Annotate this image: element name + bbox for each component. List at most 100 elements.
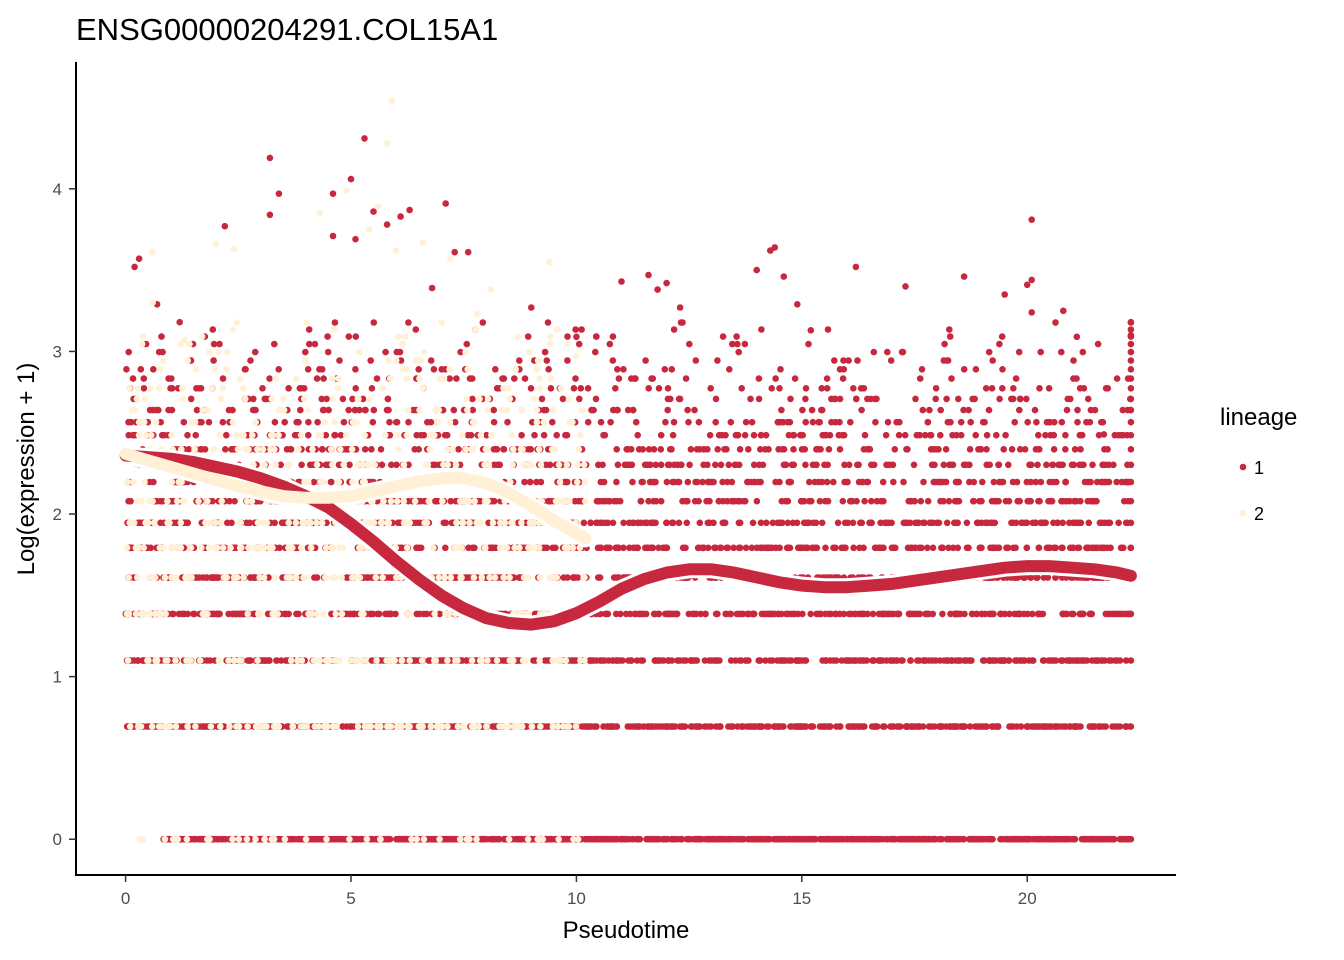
- data-point-lineage-2: [363, 723, 371, 730]
- data-point-lineage-1: [446, 835, 454, 843]
- data-point-lineage-1: [978, 497, 985, 505]
- data-point-lineage-1: [759, 461, 767, 469]
- data-point-lineage-1: [318, 446, 326, 453]
- data-point-lineage-1: [981, 657, 988, 664]
- data-point-lineage-1: [293, 610, 300, 618]
- data-point-lineage-2: [187, 544, 195, 552]
- data-point-lineage-1: [602, 610, 609, 618]
- data-point-lineage-2: [500, 574, 508, 581]
- data-point-lineage-1: [518, 835, 525, 843]
- data-point-lineage-2: [581, 497, 589, 505]
- data-point-lineage-1: [1004, 544, 1012, 552]
- data-point-lineage-1: [597, 610, 604, 618]
- data-point-lineage-1: [891, 446, 899, 453]
- data-point-lineage-1: [284, 723, 291, 730]
- data-point-lineage-1: [912, 395, 919, 403]
- data-point-lineage-1: [995, 544, 1003, 552]
- data-point-lineage-1: [937, 478, 945, 486]
- data-point-lineage-1: [815, 610, 822, 618]
- data-point-lineage-1: [818, 406, 825, 414]
- data-point-lineage-2: [204, 497, 211, 505]
- data-point-lineage-1: [945, 544, 952, 552]
- data-point-lineage-2: [387, 723, 395, 730]
- data-point-lineage-1: [957, 431, 965, 439]
- data-point-lineage-1: [573, 333, 580, 341]
- data-point-lineage-1: [251, 574, 258, 581]
- data-point-lineage-1: [856, 544, 863, 552]
- data-point-lineage-1: [511, 375, 518, 382]
- data-point-lineage-1: [466, 375, 474, 382]
- data-point-lineage-1: [832, 610, 840, 618]
- data-point-lineage-1: [813, 461, 820, 469]
- data-point-lineage-1: [652, 519, 659, 527]
- data-point-lineage-1: [851, 657, 858, 664]
- data-point-lineage-2: [534, 835, 541, 843]
- data-point-lineage-1: [774, 610, 782, 618]
- data-point-lineage-1: [803, 544, 810, 552]
- data-point-lineage-1: [607, 418, 614, 426]
- data-point-lineage-1: [393, 348, 401, 356]
- data-point-lineage-1: [664, 610, 671, 618]
- data-point-lineage-1: [266, 154, 274, 162]
- data-point-lineage-2: [297, 723, 305, 730]
- data-point-lineage-1: [192, 431, 199, 439]
- data-point-lineage-2: [235, 835, 243, 843]
- data-point-lineage-1: [570, 574, 577, 581]
- data-point-lineage-2: [244, 723, 251, 730]
- data-point-lineage-2: [484, 497, 491, 505]
- data-point-lineage-1: [968, 657, 975, 664]
- data-point-lineage-1: [339, 395, 347, 403]
- data-point-lineage-2: [466, 519, 473, 527]
- data-point-lineage-1: [187, 395, 195, 403]
- data-point-lineage-1: [736, 446, 744, 453]
- data-point-lineage-1: [618, 278, 625, 285]
- data-point-lineage-2: [301, 519, 308, 527]
- data-point-lineage-1: [443, 431, 451, 439]
- data-point-lineage-1: [157, 418, 164, 426]
- data-point-lineage-2: [332, 610, 340, 618]
- data-point-lineage-1: [943, 519, 951, 527]
- data-point-lineage-1: [266, 211, 274, 219]
- data-point-lineage-1: [757, 446, 764, 453]
- data-point-lineage-1: [916, 375, 924, 382]
- data-point-lineage-1: [757, 431, 765, 439]
- data-point-lineage-1: [361, 406, 369, 414]
- data-point-lineage-1: [490, 461, 498, 469]
- data-point-lineage-1: [712, 544, 719, 552]
- data-point-lineage-2: [466, 835, 473, 843]
- data-point-lineage-1: [937, 723, 944, 730]
- data-point-lineage-1: [305, 326, 313, 333]
- data-point-lineage-1: [593, 657, 600, 664]
- data-point-lineage-1: [830, 478, 837, 486]
- data-point-lineage-1: [645, 385, 652, 392]
- data-point-lineage-2: [573, 478, 581, 486]
- data-point-lineage-1: [715, 431, 723, 439]
- data-point-lineage-1: [613, 406, 621, 414]
- data-point-lineage-1: [335, 461, 343, 469]
- data-point-lineage-1: [824, 326, 832, 333]
- data-point-lineage-2: [451, 544, 458, 552]
- data-point-lineage-1: [868, 835, 876, 843]
- data-point-lineage-1: [1036, 446, 1043, 453]
- data-point-lineage-2: [525, 574, 533, 581]
- data-point-lineage-2: [134, 723, 142, 730]
- data-point-lineage-2: [168, 478, 176, 486]
- data-point-lineage-2: [456, 835, 464, 843]
- data-point-lineage-2: [217, 723, 224, 730]
- data-point-lineage-1: [965, 406, 972, 414]
- data-point-lineage-1: [977, 835, 985, 843]
- data-point-lineage-2: [528, 723, 536, 730]
- data-point-lineage-1: [799, 406, 806, 414]
- data-point-lineage-1: [682, 544, 689, 552]
- data-point-lineage-2: [380, 497, 387, 505]
- data-point-lineage-2: [311, 723, 319, 730]
- data-point-lineage-1: [464, 431, 472, 439]
- data-point-lineage-1: [951, 610, 958, 618]
- data-point-lineage-1: [877, 519, 884, 527]
- data-point-lineage-1: [1033, 418, 1040, 426]
- data-point-lineage-1: [823, 385, 831, 392]
- data-point-lineage-1: [834, 519, 842, 527]
- data-point-lineage-1: [1059, 461, 1066, 469]
- data-point-lineage-1: [766, 657, 774, 664]
- data-point-lineage-1: [802, 418, 809, 426]
